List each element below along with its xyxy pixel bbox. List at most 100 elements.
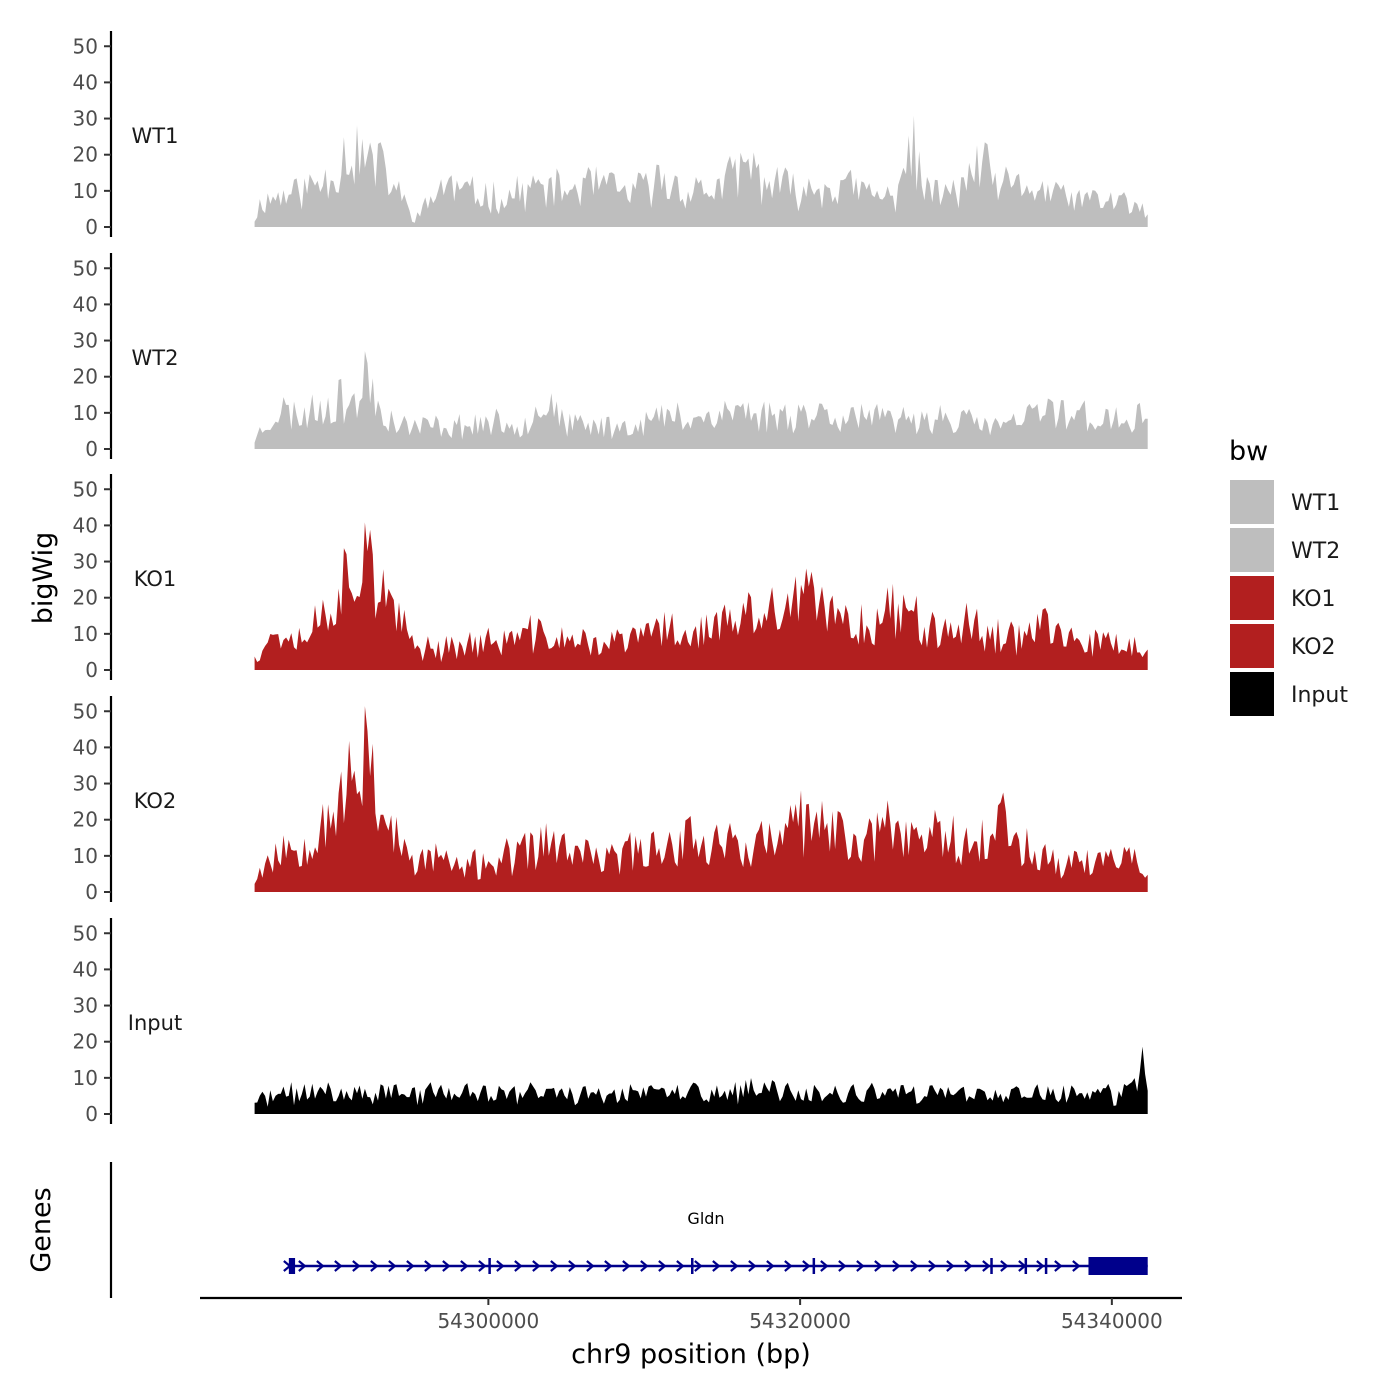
legend-title: bw	[1229, 436, 1268, 467]
y-tick-label: 50	[73, 34, 98, 58]
strand-arrow-icon	[820, 1260, 829, 1272]
strand-arrow-icon	[298, 1260, 307, 1272]
y-tick-label: 10	[73, 622, 98, 646]
strand-arrow-icon	[1054, 1260, 1063, 1272]
gene-exon	[812, 1258, 816, 1274]
strand-arrow-icon	[910, 1260, 919, 1272]
y-tick-label: 0	[85, 658, 98, 682]
y-tick-label: 20	[73, 365, 98, 389]
y-tick-label: 30	[73, 550, 98, 574]
strand-arrow-icon	[532, 1260, 541, 1272]
strand-arrow-icon	[658, 1260, 667, 1272]
strand-arrow-icon	[550, 1260, 559, 1272]
strand-arrow-icon	[1072, 1260, 1081, 1272]
strand-arrow-icon	[694, 1260, 703, 1272]
strand-arrow-icon	[964, 1260, 973, 1272]
y-axis-title: bigWig	[28, 532, 59, 625]
x-tick-label: 54300000	[437, 1309, 539, 1333]
strand-arrow-icon	[712, 1260, 721, 1272]
y-tick-label: 10	[73, 1066, 98, 1090]
legend-label-ko2: KO2	[1291, 635, 1336, 660]
gene-exon	[288, 1258, 296, 1274]
track-label-input: Input	[128, 1011, 182, 1035]
gene-exon	[1044, 1258, 1048, 1274]
legend-label-wt1: WT1	[1291, 491, 1340, 516]
gene-name-label: Gldn	[687, 1209, 724, 1228]
bigwig-tracks: 0 10 20 30 40 50 WT1 0 10 20 30 40 50 WT2 0 10 20 30 40 50 K…	[73, 31, 1148, 1126]
track-label-wt1: WT1	[132, 124, 179, 148]
strand-arrow-icon	[496, 1260, 505, 1272]
strand-arrow-icon	[424, 1260, 433, 1272]
strand-arrow-icon	[784, 1260, 793, 1272]
y-tick-label: 40	[73, 957, 98, 981]
y-tick-label: 20	[73, 143, 98, 167]
strand-arrow-icon	[586, 1260, 595, 1272]
y-tick-label: 40	[73, 735, 98, 759]
strand-arrow-icon	[460, 1260, 469, 1272]
gene-exon	[1024, 1258, 1028, 1274]
strand-arrow-icon	[1036, 1260, 1045, 1272]
track-ko1: 0 10 20 30 40 50 KO1	[73, 474, 1148, 682]
signal-area-wt1	[254, 115, 1148, 227]
track-ko2: 0 10 20 30 40 50 KO2	[73, 696, 1148, 904]
track-label-ko1: KO1	[134, 567, 177, 591]
legend-label-input: Input	[1291, 683, 1348, 708]
strand-arrow-icon	[640, 1260, 649, 1272]
legend-swatch-ko1	[1230, 576, 1274, 620]
y-tick-label: 50	[73, 699, 98, 723]
strand-arrow-icon	[766, 1260, 775, 1272]
x-tick-label: 54340000	[1061, 1309, 1163, 1333]
genes-track: Genes Gldn	[26, 1162, 1148, 1298]
y-tick-label: 50	[73, 921, 98, 945]
signal-area-wt2	[254, 351, 1148, 449]
strand-arrow-icon	[568, 1260, 577, 1272]
strand-arrow-icon	[982, 1260, 991, 1272]
strand-arrow-icon	[676, 1260, 685, 1272]
x-tick-label: 54320000	[749, 1309, 851, 1333]
track-wt1: 0 10 20 30 40 50 WT1	[73, 31, 1148, 239]
strand-arrow-icon	[874, 1260, 883, 1272]
strand-arrow-icon	[1000, 1260, 1009, 1272]
signal-area-ko2	[254, 706, 1148, 892]
strand-arrow-icon	[604, 1260, 613, 1272]
legend-swatch-wt1	[1230, 480, 1274, 524]
strand-arrow-icon	[316, 1260, 325, 1272]
legend: bw WT1 WT2 KO1 KO2 Input	[1229, 436, 1348, 716]
legend-swatch-ko2	[1230, 624, 1274, 668]
y-tick-label: 30	[73, 329, 98, 353]
strand-arrow-icon	[928, 1260, 937, 1272]
y-tick-label: 20	[73, 1030, 98, 1054]
y-tick-label: 20	[73, 586, 98, 610]
y-tick-label: 50	[73, 477, 98, 501]
y-tick-label: 30	[73, 772, 98, 796]
strand-arrow-icon	[406, 1260, 415, 1272]
y-tick-label: 0	[85, 437, 98, 461]
strand-arrow-icon	[748, 1260, 757, 1272]
y-tick-label: 10	[73, 179, 98, 203]
strand-arrow-icon	[622, 1260, 631, 1272]
legend-label-wt2: WT2	[1291, 539, 1340, 564]
strand-arrow-icon	[442, 1260, 451, 1272]
strand-arrow-icon	[334, 1260, 343, 1272]
y-tick-label: 0	[85, 1102, 98, 1126]
y-tick-label: 0	[85, 215, 98, 239]
y-tick-label: 10	[73, 401, 98, 425]
track-label-wt2: WT2	[132, 346, 179, 370]
gene-exon	[1088, 1257, 1148, 1275]
x-axis-title: chr9 position (bp)	[571, 1339, 811, 1370]
legend-swatch-wt2	[1230, 528, 1274, 572]
y-tick-label: 40	[73, 513, 98, 537]
genes-track-label: Genes	[26, 1187, 57, 1272]
gene-exon	[488, 1258, 491, 1274]
track-input: 0 10 20 30 40 50 Input	[73, 918, 1148, 1126]
legend-swatch-input	[1230, 672, 1274, 716]
strand-arrow-icon	[388, 1260, 397, 1272]
y-tick-label: 20	[73, 808, 98, 832]
strand-arrow-icon	[856, 1260, 865, 1272]
x-axis: 54300000 54320000 54340000 chr9 position (…	[200, 1296, 1182, 1370]
track-wt2: 0 10 20 30 40 50 WT2	[73, 253, 1148, 461]
strand-arrow-icon	[370, 1260, 379, 1272]
gene-model	[283, 1257, 1148, 1275]
y-tick-label: 10	[73, 844, 98, 868]
